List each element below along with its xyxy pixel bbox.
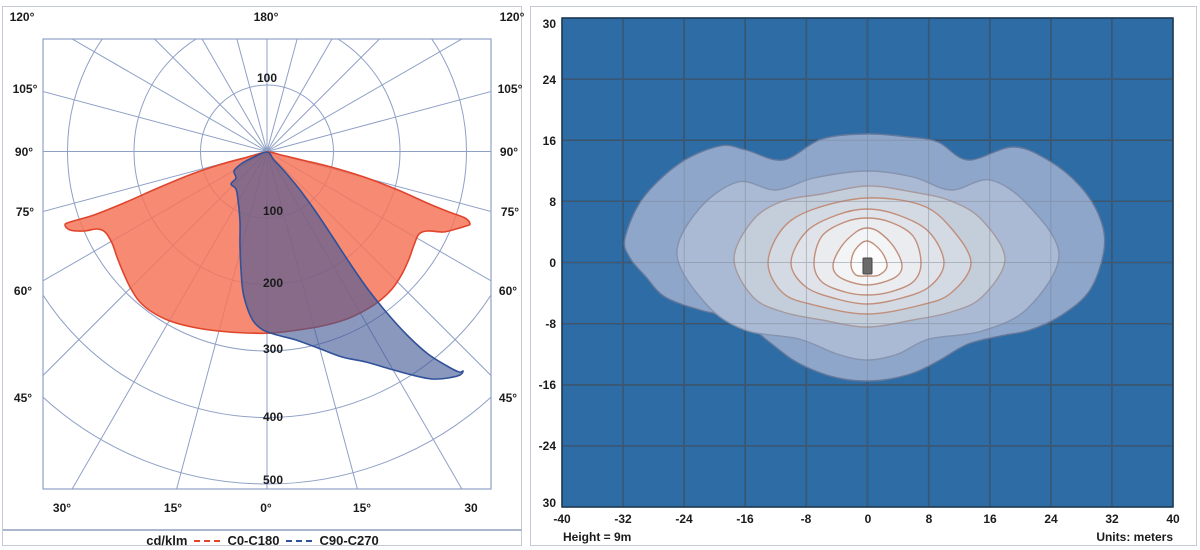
legend-series-label: C90-C270 — [319, 533, 379, 548]
isolux-x-tick: 8 — [925, 512, 933, 526]
polar-angle-label: 105° — [497, 82, 523, 96]
polar-angle-label: 180° — [253, 10, 279, 24]
isolux-x-tick: -8 — [800, 512, 812, 526]
polar-angle-label: 30 — [464, 501, 478, 515]
legend-dash-c0 — [194, 539, 221, 542]
polar-angle-label: 75° — [15, 205, 35, 219]
polar-radial-tick: 100 — [256, 71, 278, 85]
polar-angle-label: 60° — [498, 284, 518, 298]
polar-angle-label: 15° — [163, 501, 183, 515]
polar-diagram-panel — [2, 6, 522, 546]
isolux-y-tick: -16 — [538, 378, 556, 392]
legend-series-label: C0-C180 — [227, 533, 280, 548]
legend-divider — [3, 529, 522, 531]
polar-angle-label: 120° — [499, 10, 525, 24]
isolux-x-tick: 24 — [1044, 512, 1058, 526]
isolux-x-tick: -40 — [553, 512, 571, 526]
polar-angle-label: 105° — [12, 82, 38, 96]
luminaire-pole-marker — [862, 257, 873, 275]
legend-unit-label: cd/klm — [146, 533, 188, 548]
polar-radial-tick: 500 — [262, 473, 284, 487]
polar-radial-tick: 300 — [262, 342, 284, 356]
polar-angle-label: 75° — [500, 205, 520, 219]
polar-radial-tick: 100 — [262, 204, 284, 218]
isolux-y-tick: 30 — [542, 496, 556, 510]
polar-angle-label: 45° — [498, 391, 518, 405]
mounting-height-label: Height = 9m — [563, 530, 632, 544]
isolux-y-tick: 16 — [542, 134, 556, 148]
polar-chart — [42, 38, 492, 490]
isolux-y-tick: 24 — [542, 73, 556, 87]
isolux-y-tick: -24 — [538, 439, 556, 453]
isolux-panel — [530, 6, 1197, 546]
isolux-x-tick: -16 — [736, 512, 754, 526]
isolux-x-tick: 16 — [983, 512, 997, 526]
isolux-x-tick: 0 — [864, 512, 872, 526]
isolux-chart — [561, 17, 1174, 508]
isolux-x-tick: 40 — [1166, 512, 1180, 526]
polar-radial-tick: 200 — [262, 276, 284, 290]
isolux-border — [561, 17, 1174, 508]
polar-angle-label: 60° — [13, 284, 33, 298]
polar-angle-label: 90° — [14, 145, 34, 159]
polar-angle-label: 120° — [9, 10, 35, 24]
polar-legend: cd/klm C0-C180 C90-C270 — [3, 533, 522, 548]
polar-angle-label: 45° — [13, 391, 33, 405]
isolux-x-tick: -32 — [614, 512, 632, 526]
isolux-y-tick: 8 — [549, 195, 556, 209]
polar-angle-label: 90° — [499, 145, 519, 159]
legend-dash-c90 — [286, 539, 313, 542]
polar-angle-label: 0° — [260, 501, 272, 515]
units-label: Units: meters — [1096, 530, 1173, 544]
isolux-y-tick: 30 — [542, 17, 556, 31]
c90-c270-curve — [230, 151, 464, 380]
isolux-x-tick: 32 — [1105, 512, 1119, 526]
isolux-y-tick: -8 — [545, 317, 556, 331]
polar-angle-label: 30° — [52, 501, 72, 515]
polar-grid — [43, 39, 491, 489]
isolux-y-tick: 0 — [549, 256, 556, 270]
isolux-x-tick: -24 — [675, 512, 693, 526]
polar-angle-label: 15° — [352, 501, 372, 515]
polar-radial-tick: 400 — [262, 410, 284, 424]
